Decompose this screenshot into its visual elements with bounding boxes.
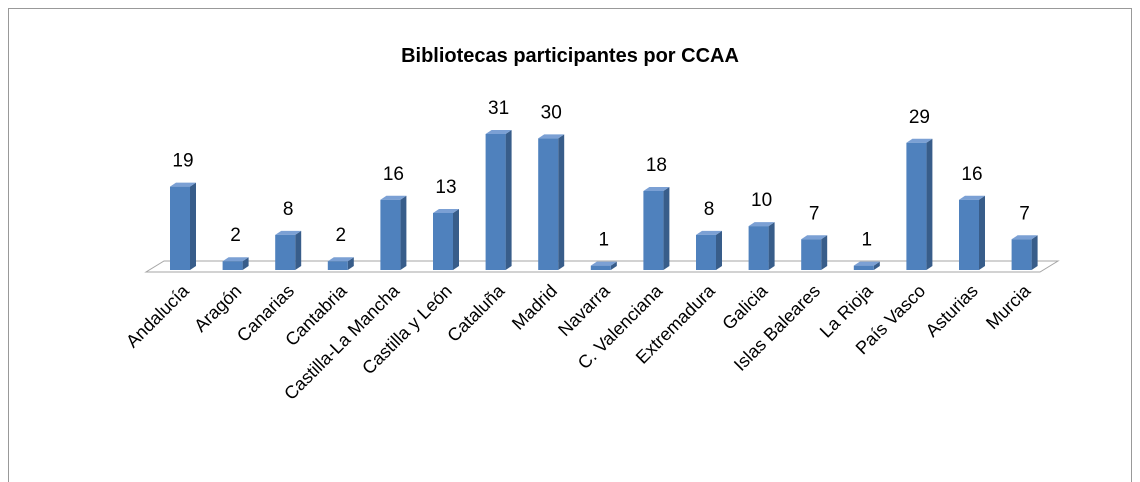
chart-title: Bibliotecas participantes por CCAA [401, 45, 739, 67]
bar [801, 235, 828, 270]
data-label: 2 [336, 225, 347, 246]
bar-side [400, 195, 407, 270]
bar [327, 257, 354, 270]
bar-top [643, 187, 670, 192]
data-label: 7 [809, 203, 820, 224]
bar [433, 208, 459, 270]
data-label: 16 [961, 164, 982, 185]
bar-front [380, 199, 401, 270]
bar-side [505, 130, 512, 270]
bar-side [453, 208, 459, 270]
bar [275, 230, 302, 270]
bar [906, 138, 933, 270]
bar-side [610, 261, 617, 270]
bar-top [748, 222, 775, 227]
bar-side [663, 187, 670, 270]
bar-front [906, 142, 927, 270]
bar-front [327, 261, 348, 270]
bar-side [873, 261, 880, 270]
bar-side [242, 257, 249, 270]
bar-front [959, 199, 979, 270]
bar-top [853, 261, 880, 266]
bar [485, 130, 512, 270]
bar-side [1031, 235, 1038, 270]
bar-top [696, 230, 722, 235]
bar-top [959, 195, 985, 200]
bar-top [170, 182, 196, 187]
bar-top [380, 195, 407, 200]
bar [748, 222, 775, 270]
bar [170, 182, 196, 270]
data-label: 30 [541, 102, 562, 123]
data-label: 18 [646, 155, 667, 176]
bar-top [906, 138, 933, 143]
bar-front [538, 138, 559, 270]
bar-side [821, 235, 828, 270]
data-label: 19 [172, 151, 193, 172]
bar-front [433, 212, 453, 270]
bar [538, 134, 565, 270]
bar-top [433, 208, 459, 213]
bar-side [558, 134, 565, 270]
data-label: 10 [751, 190, 772, 211]
bar-front [590, 265, 611, 270]
bar-top [590, 261, 617, 266]
bar [643, 187, 670, 270]
bar [959, 195, 985, 270]
bar-side [768, 222, 775, 270]
bar-side [190, 182, 196, 270]
bar [853, 261, 880, 270]
bar-top [538, 134, 565, 139]
data-label: 7 [1019, 203, 1030, 224]
bar-side [716, 230, 722, 270]
data-label: 1 [862, 230, 873, 251]
bar-side [295, 230, 302, 270]
bar-top [1011, 235, 1038, 240]
bar-side [347, 257, 354, 270]
bar-side [979, 195, 985, 270]
bar-front [170, 186, 190, 270]
bar-front [1011, 239, 1032, 270]
bar-front [643, 191, 664, 270]
bar-front [696, 234, 716, 270]
data-label: 2 [230, 225, 241, 246]
bar-front [222, 261, 243, 270]
data-label: 31 [488, 98, 509, 119]
bar [222, 257, 249, 270]
bar-front [853, 265, 874, 270]
bar-front [485, 134, 506, 270]
bar [590, 261, 617, 270]
bar-top [801, 235, 828, 240]
bar-top [222, 257, 249, 262]
bar [380, 195, 407, 270]
bar-top [327, 257, 354, 262]
bar-top [275, 230, 302, 235]
bar-front [275, 234, 296, 270]
bar-front [748, 226, 769, 270]
data-label: 8 [704, 199, 715, 220]
data-label: 29 [909, 107, 930, 128]
data-label: 13 [435, 177, 456, 198]
bar [1011, 235, 1038, 270]
data-label: 1 [599, 230, 610, 251]
bar-front [801, 239, 822, 270]
bar-top [485, 130, 512, 134]
bar [696, 230, 722, 270]
bar-side [926, 138, 933, 270]
data-label: 16 [383, 164, 404, 185]
data-label: 8 [283, 199, 294, 220]
